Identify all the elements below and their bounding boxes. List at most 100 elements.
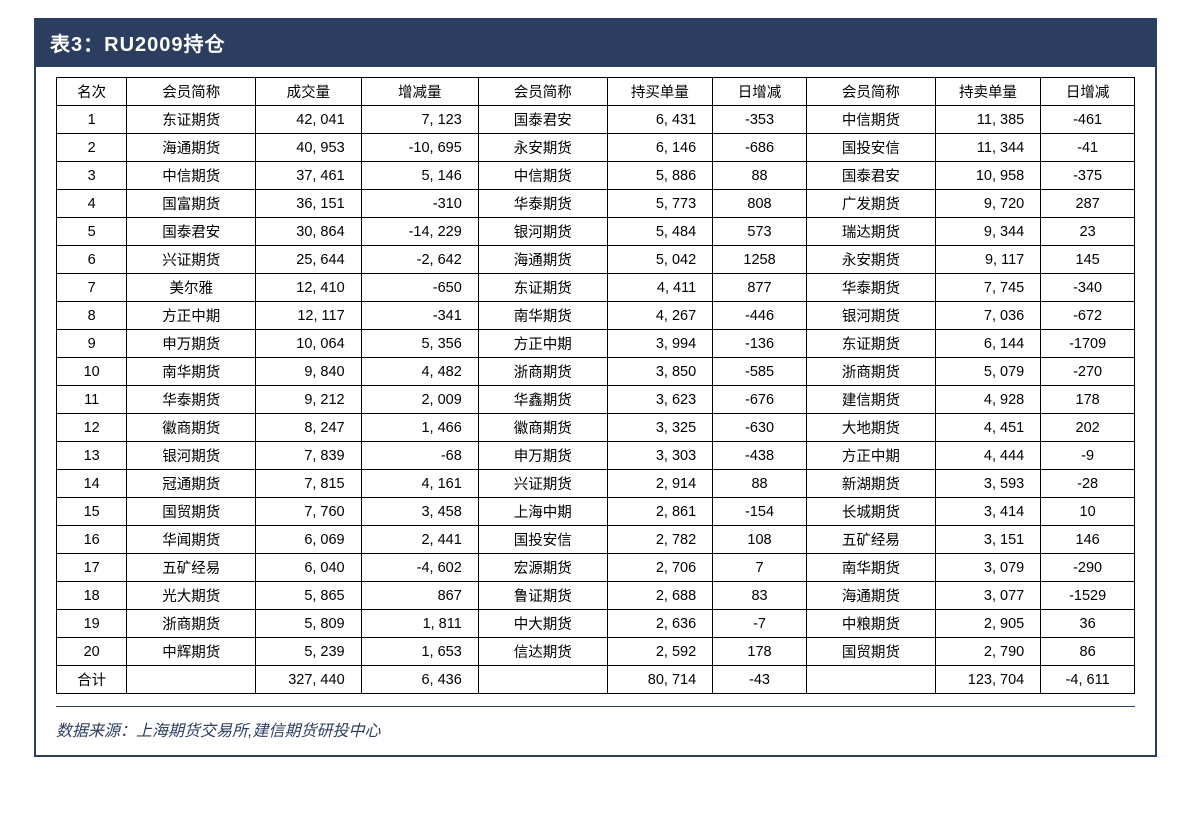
cell: 中辉期货 (127, 638, 256, 666)
table-row: 11华泰期货9, 2122, 009华鑫期货3, 623-676建信期货4, 9… (57, 386, 1135, 414)
cell: 国泰君安 (478, 106, 607, 134)
cell: -270 (1041, 358, 1135, 386)
cell: 10 (57, 358, 127, 386)
cell: 5, 865 (256, 582, 361, 610)
col-header: 成交量 (256, 78, 361, 106)
cell: 7, 839 (256, 442, 361, 470)
cell: -585 (713, 358, 807, 386)
cell: 7, 036 (935, 302, 1040, 330)
table-row: 5国泰君安30, 864-14, 229银河期货5, 484573瑞达期货9, … (57, 218, 1135, 246)
cell: 30, 864 (256, 218, 361, 246)
cell: -650 (361, 274, 478, 302)
cell: 19 (57, 610, 127, 638)
cell: 美尔雅 (127, 274, 256, 302)
table-row: 6兴证期货25, 644-2, 642海通期货5, 0421258永安期货9, … (57, 246, 1135, 274)
cell: 3, 623 (607, 386, 712, 414)
cell: 7, 123 (361, 106, 478, 134)
cell: 2, 009 (361, 386, 478, 414)
cell: -1709 (1041, 330, 1135, 358)
cell: 5, 773 (607, 190, 712, 218)
cell: 2, 636 (607, 610, 712, 638)
cell: 3, 325 (607, 414, 712, 442)
col-header: 增减量 (361, 78, 478, 106)
cell: 6, 144 (935, 330, 1040, 358)
cell: 40, 953 (256, 134, 361, 162)
report-card: 表3：RU2009持仓 名次会员简称成交量增减量会员简称持买单量日增减会员简称持… (34, 18, 1157, 757)
cell: 申万期货 (478, 442, 607, 470)
cell: 兴证期货 (478, 470, 607, 498)
cell: 海通期货 (127, 134, 256, 162)
cell: 10, 064 (256, 330, 361, 358)
cell: -446 (713, 302, 807, 330)
cell: 3, 850 (607, 358, 712, 386)
cell: -461 (1041, 106, 1135, 134)
col-header: 会员简称 (127, 78, 256, 106)
cell: 3, 077 (935, 582, 1040, 610)
cell: 中信期货 (806, 106, 935, 134)
cell: 永安期货 (806, 246, 935, 274)
cell: 5, 042 (607, 246, 712, 274)
cell: -14, 229 (361, 218, 478, 246)
table-row: 17五矿经易6, 040-4, 602宏源期货2, 7067南华期货3, 079… (57, 554, 1135, 582)
cell: 东证期货 (127, 106, 256, 134)
cell: 银河期货 (478, 218, 607, 246)
cell: -28 (1041, 470, 1135, 498)
cell: 86 (1041, 638, 1135, 666)
cell: 国投安信 (806, 134, 935, 162)
cell: 42, 041 (256, 106, 361, 134)
cell: 4, 411 (607, 274, 712, 302)
cell: 6, 431 (607, 106, 712, 134)
cell: 14 (57, 470, 127, 498)
cell: -4, 602 (361, 554, 478, 582)
cell: 108 (713, 526, 807, 554)
cell: 4, 482 (361, 358, 478, 386)
cell: 877 (713, 274, 807, 302)
cell: 20 (57, 638, 127, 666)
cell: 2, 688 (607, 582, 712, 610)
cell: 36, 151 (256, 190, 361, 218)
col-header: 日增减 (713, 78, 807, 106)
cell: 2, 914 (607, 470, 712, 498)
cell: 1, 466 (361, 414, 478, 442)
cell: -1529 (1041, 582, 1135, 610)
cell: 573 (713, 218, 807, 246)
col-header: 日增减 (1041, 78, 1135, 106)
table-row: 13银河期货7, 839-68申万期货3, 303-438方正中期4, 444-… (57, 442, 1135, 470)
cell: 信达期货 (478, 638, 607, 666)
cell: 1, 811 (361, 610, 478, 638)
cell: 3, 414 (935, 498, 1040, 526)
cell: 国贸期货 (806, 638, 935, 666)
cell: 88 (713, 470, 807, 498)
cell: -2, 642 (361, 246, 478, 274)
cell: 大地期货 (806, 414, 935, 442)
cell: 华泰期货 (478, 190, 607, 218)
cell: 8 (57, 302, 127, 330)
cell: -310 (361, 190, 478, 218)
cell: 178 (713, 638, 807, 666)
cell: 3, 458 (361, 498, 478, 526)
total-cell (806, 666, 935, 694)
cell: 国投安信 (478, 526, 607, 554)
cell: -630 (713, 414, 807, 442)
total-cell: 327, 440 (256, 666, 361, 694)
cell: 9, 117 (935, 246, 1040, 274)
cell: 3, 303 (607, 442, 712, 470)
cell: 6, 069 (256, 526, 361, 554)
cell: 4, 928 (935, 386, 1040, 414)
cell: 南华期货 (478, 302, 607, 330)
cell: -68 (361, 442, 478, 470)
total-row: 合计327, 4406, 43680, 714-43123, 704-4, 61… (57, 666, 1135, 694)
cell: 光大期货 (127, 582, 256, 610)
cell: 五矿经易 (127, 554, 256, 582)
cell: 5, 146 (361, 162, 478, 190)
table-row: 12徽商期货8, 2471, 466徽商期货3, 325-630大地期货4, 4… (57, 414, 1135, 442)
cell: -672 (1041, 302, 1135, 330)
cell: -7 (713, 610, 807, 638)
table-title: 表3：RU2009持仓 (36, 20, 1155, 67)
cell: 广发期货 (806, 190, 935, 218)
cell: 17 (57, 554, 127, 582)
cell: 国泰君安 (127, 218, 256, 246)
cell: 浙商期货 (806, 358, 935, 386)
cell: 2, 790 (935, 638, 1040, 666)
cell: -290 (1041, 554, 1135, 582)
